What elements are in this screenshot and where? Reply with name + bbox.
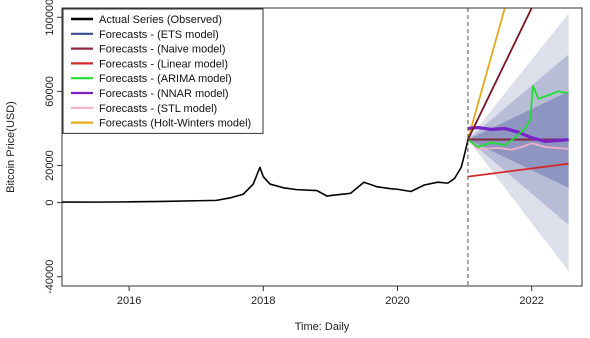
x-tick-label: 2020 <box>385 295 409 307</box>
legend-box <box>62 8 264 134</box>
x-axis-title: Time: Daily <box>295 321 350 333</box>
legend-entry: Forecasts - (Linear model) <box>99 58 228 70</box>
series-line-7 <box>467 8 506 140</box>
series-line-5 <box>467 125 569 144</box>
y-tick-label: -40000 <box>44 260 56 294</box>
x-tick-label: 2016 <box>117 295 141 307</box>
legend-entry: Forecasts - (NNAR model) <box>99 88 229 100</box>
x-tick-label: 2018 <box>251 295 275 307</box>
y-tick-label: 60000 <box>44 76 56 107</box>
y-tick-label: 100000 <box>44 0 56 36</box>
legend-entry: Forecasts - (Naive model) <box>99 44 226 56</box>
x-axis: 2016 2018 2020 2022 <box>117 286 544 307</box>
y-axis-title: Bitcoin Price(USD) <box>5 101 17 193</box>
y-axis: -40000 0 20000 60000 100000 <box>44 0 62 294</box>
x-tick-label: 2022 <box>519 295 543 307</box>
y-tick-label: 20000 <box>44 150 56 181</box>
y-tick-label: 0 <box>44 200 56 206</box>
series-line-4 <box>467 84 569 148</box>
legend-entry: Forecasts - (STL model) <box>99 103 217 115</box>
legend-entry: Actual Series (Observed) <box>99 14 222 26</box>
series-lines <box>62 8 569 203</box>
legend: Actual Series (Observed) Forecasts - (ETS… <box>62 8 264 134</box>
series-line-3 <box>467 162 569 178</box>
extra-forecast-line <box>467 8 533 140</box>
legend-entry: Forecasts - (ARIMA model) <box>99 73 232 85</box>
legend-entry: Forecasts (Holt-Winters model) <box>99 118 251 130</box>
plot-frame <box>61 7 583 287</box>
series-line-0 <box>62 139 469 203</box>
series-line-6 <box>467 138 569 151</box>
legend-entry: Forecasts - (ETS model) <box>99 29 219 41</box>
